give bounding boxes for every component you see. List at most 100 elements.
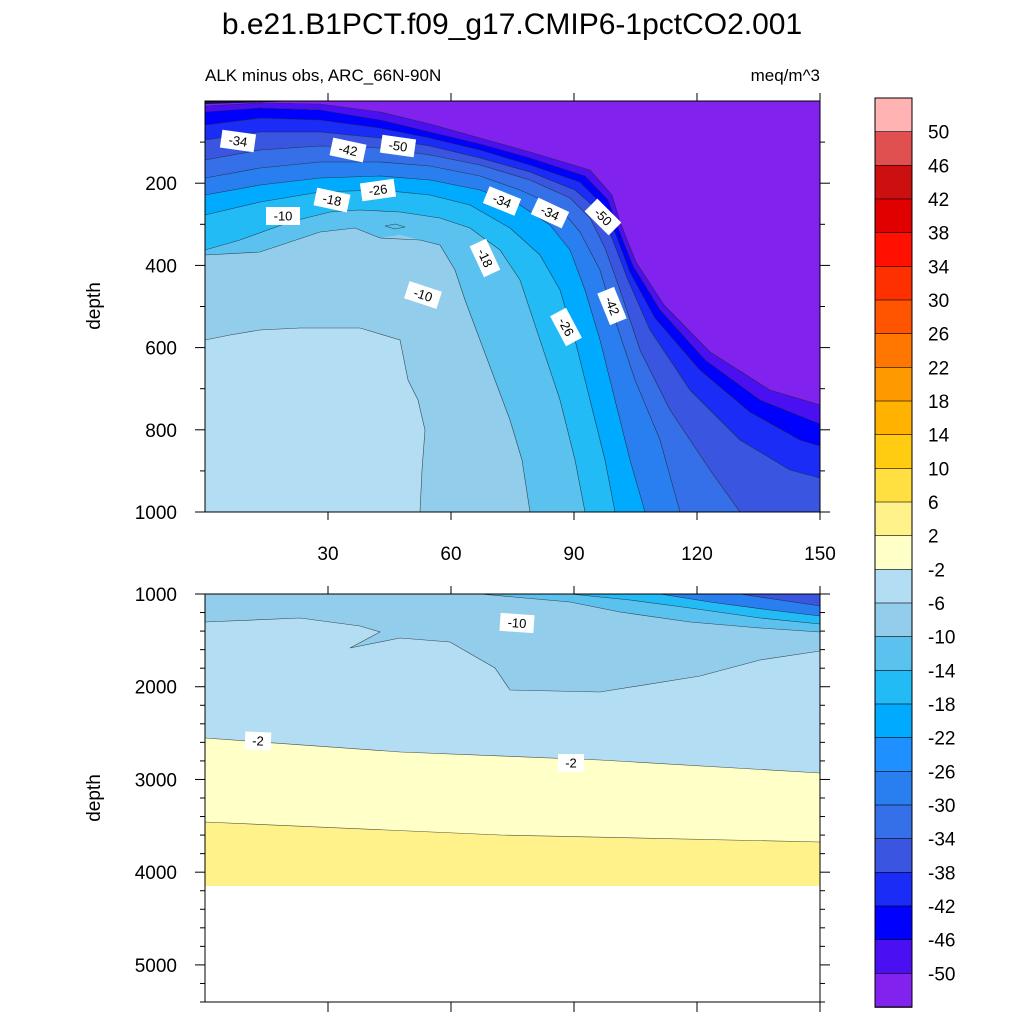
colorbar-swatch [874,973,913,1008]
colorbar-swatch [874,670,913,705]
lower-contour-label-text: -10 [507,615,527,631]
colorbar-swatch [874,299,913,335]
contour-line-m10 [205,227,531,512]
upper-band-m18 [205,190,615,512]
lower-y-tick-labels: 1000 2000 3000 4000 5000 [135,585,177,977]
lower-ytick-label: 1000 [135,585,177,606]
upper-contour-label-bg [584,198,622,236]
colorbar-swatch [874,872,913,907]
lower-contour-labels: -10 -2 -2 [244,612,584,772]
lower-contour-line-m6 [205,617,820,693]
colorbar-tick-label: -22 [928,729,955,750]
contour-line-m6 [205,327,426,512]
lower-contour-line-m26 [739,594,820,607]
upper-contour-label-bg [219,129,257,153]
lower-contour-line-m14 [569,594,820,625]
upper-contour-label-text: -34 [228,132,249,149]
colorbar-tick-label: -46 [928,931,955,952]
colorbar-swatch [874,367,913,402]
upper-ytick-label: 600 [145,339,177,360]
colorbar-tick-label: 22 [928,358,949,379]
upper-contour-label-bg [530,197,570,229]
upper-x-tick-labels: 30 60 90 120 150 [317,544,835,565]
colorbar-tick-label: -38 [928,863,955,884]
colorbar-tick-label: 10 [928,459,949,480]
upper-xtick-label: 120 [681,544,713,565]
upper-xtick-label: 90 [563,544,584,565]
colorbar-tick-label: 30 [928,291,949,312]
upper-band-m14 [205,210,585,512]
upper-contour-label-bg [379,134,417,158]
upper-contour-label-text: -10 [274,208,293,223]
contour-line-m46 [205,102,820,406]
contour-line-island [384,223,406,230]
lower-ytick-label: 3000 [135,770,177,791]
colorbar-swatch [874,771,913,806]
colorbar-tick-label: -42 [928,897,955,918]
upper-xtick-label: 150 [804,544,836,565]
upper-contour-labels: -34 -42 -50 -26 -18 -10 -34 -34 -50 -18 -10 -42 -26 [219,129,627,347]
colorbar-swatch [874,232,913,268]
upper-contour-label: -42 [329,137,367,163]
upper-contour-label-bg [469,238,501,278]
upper-contour-label-bg [597,286,627,326]
upper-contour-label-bg [266,207,300,225]
upper-ytick-label: 200 [145,174,177,195]
lower-panel: 1000 2000 3000 4000 5000 depth -10 -2 -2 [84,585,830,1012]
upper-contour-label-bg [550,307,582,347]
colorbar-tick-label: -2 [928,560,945,581]
colorbar-swatch [874,165,913,200]
upper-band-m42 [205,108,820,446]
upper-ytick-label: 800 [145,421,177,442]
upper-band-m10 [205,228,530,512]
panel-subtitle-right: meq/m^3 [751,66,820,85]
upper-contour-label: -50 [584,198,622,236]
colorbar-swatch [874,838,913,874]
upper-contour-label-bg [482,186,522,216]
colorbar-tick-label: 14 [928,426,950,447]
upper-y-tick-labels: 200 400 600 800 1000 [135,174,177,524]
lower-contour-line-m18 [659,594,820,617]
lower-contour-line-p2 [205,821,820,843]
colorbar-tick-label: -6 [928,594,945,615]
colorbar-swatch [874,636,913,672]
colorbar-swatch [874,434,913,470]
colorbar-swatch [874,468,913,503]
upper-contour-label-bg [313,187,351,213]
upper-contour-label: -50 [379,134,417,158]
colorbar-tick-label: -10 [928,628,955,649]
colorbar-tick-label: 38 [928,224,949,245]
panel-subtitle-left: ALK minus obs, ARC_66N-90N [205,66,441,85]
lower-contour-label: -2 [558,754,584,772]
chart-title: b.e21.B1PCT.f09_g17.CMIP6-1pctCO2.001 [222,8,802,41]
colorbar-frame [874,97,913,1008]
upper-y-axis-label: depth [84,282,105,330]
upper-contour-label-text: -18 [474,246,496,269]
upper-ytick-label: 1000 [135,503,177,524]
colorbar-tick-label: -14 [928,661,956,682]
upper-contour-label-text: -42 [602,294,623,317]
lower-contour-label-bg [499,612,535,634]
upper-contour-label: -34 [219,129,257,153]
colorbar-tick-label: 46 [928,156,949,177]
colorbar-swatch [874,266,913,301]
upper-contour-label-bg [404,281,442,309]
upper-contour-label: -26 [359,178,397,202]
upper-contour-label-text: -34 [490,190,513,211]
upper-contour-label-bg [359,178,397,202]
colorbar-swatch [874,400,913,436]
lower-axis-ticks [195,586,830,1012]
upper-ytick-label: 400 [145,256,177,277]
colorbar-swatch [874,198,913,234]
lower-ytick-label: 2000 [135,678,177,699]
lower-contour-label: -2 [244,731,272,751]
colorbar-swatch [874,535,913,571]
upper-contour-label-text: -26 [368,181,389,198]
lower-y-axis-label: depth [84,774,105,822]
upper-band-m34 [205,132,820,512]
upper-band-m46 [205,103,820,424]
colorbar-swatch [874,905,913,941]
colorbar-swatch [874,333,913,369]
